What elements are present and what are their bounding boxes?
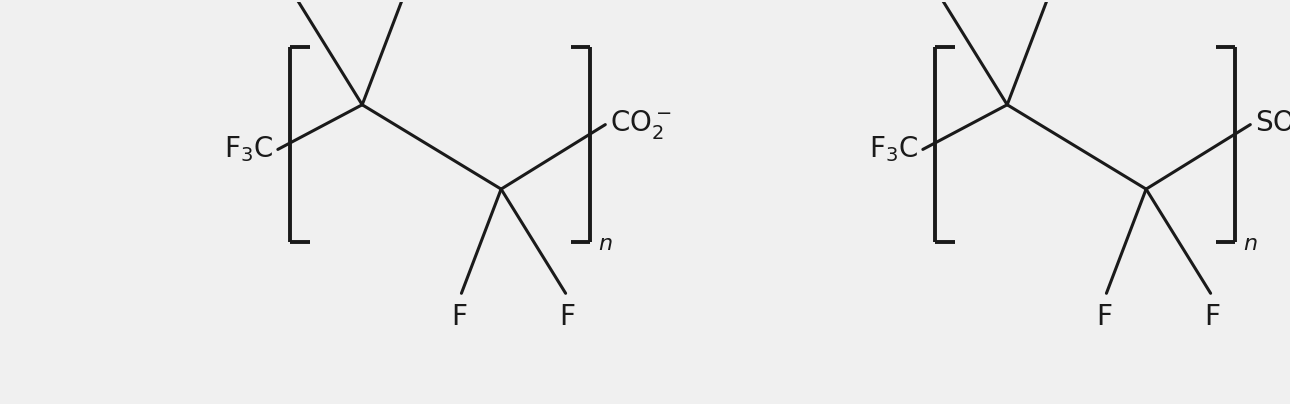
Text: F: F [1096, 303, 1112, 331]
Text: n: n [599, 234, 613, 254]
Text: F$_3$C: F$_3$C [223, 135, 273, 164]
Text: F: F [451, 303, 467, 331]
Text: F: F [560, 303, 575, 331]
Text: F: F [1205, 303, 1220, 331]
Text: CO$_2^-$: CO$_2^-$ [610, 108, 672, 141]
Text: n: n [1244, 234, 1258, 254]
Text: F$_3$C: F$_3$C [868, 135, 918, 164]
Text: SO$_3^-$: SO$_3^-$ [1255, 108, 1290, 141]
